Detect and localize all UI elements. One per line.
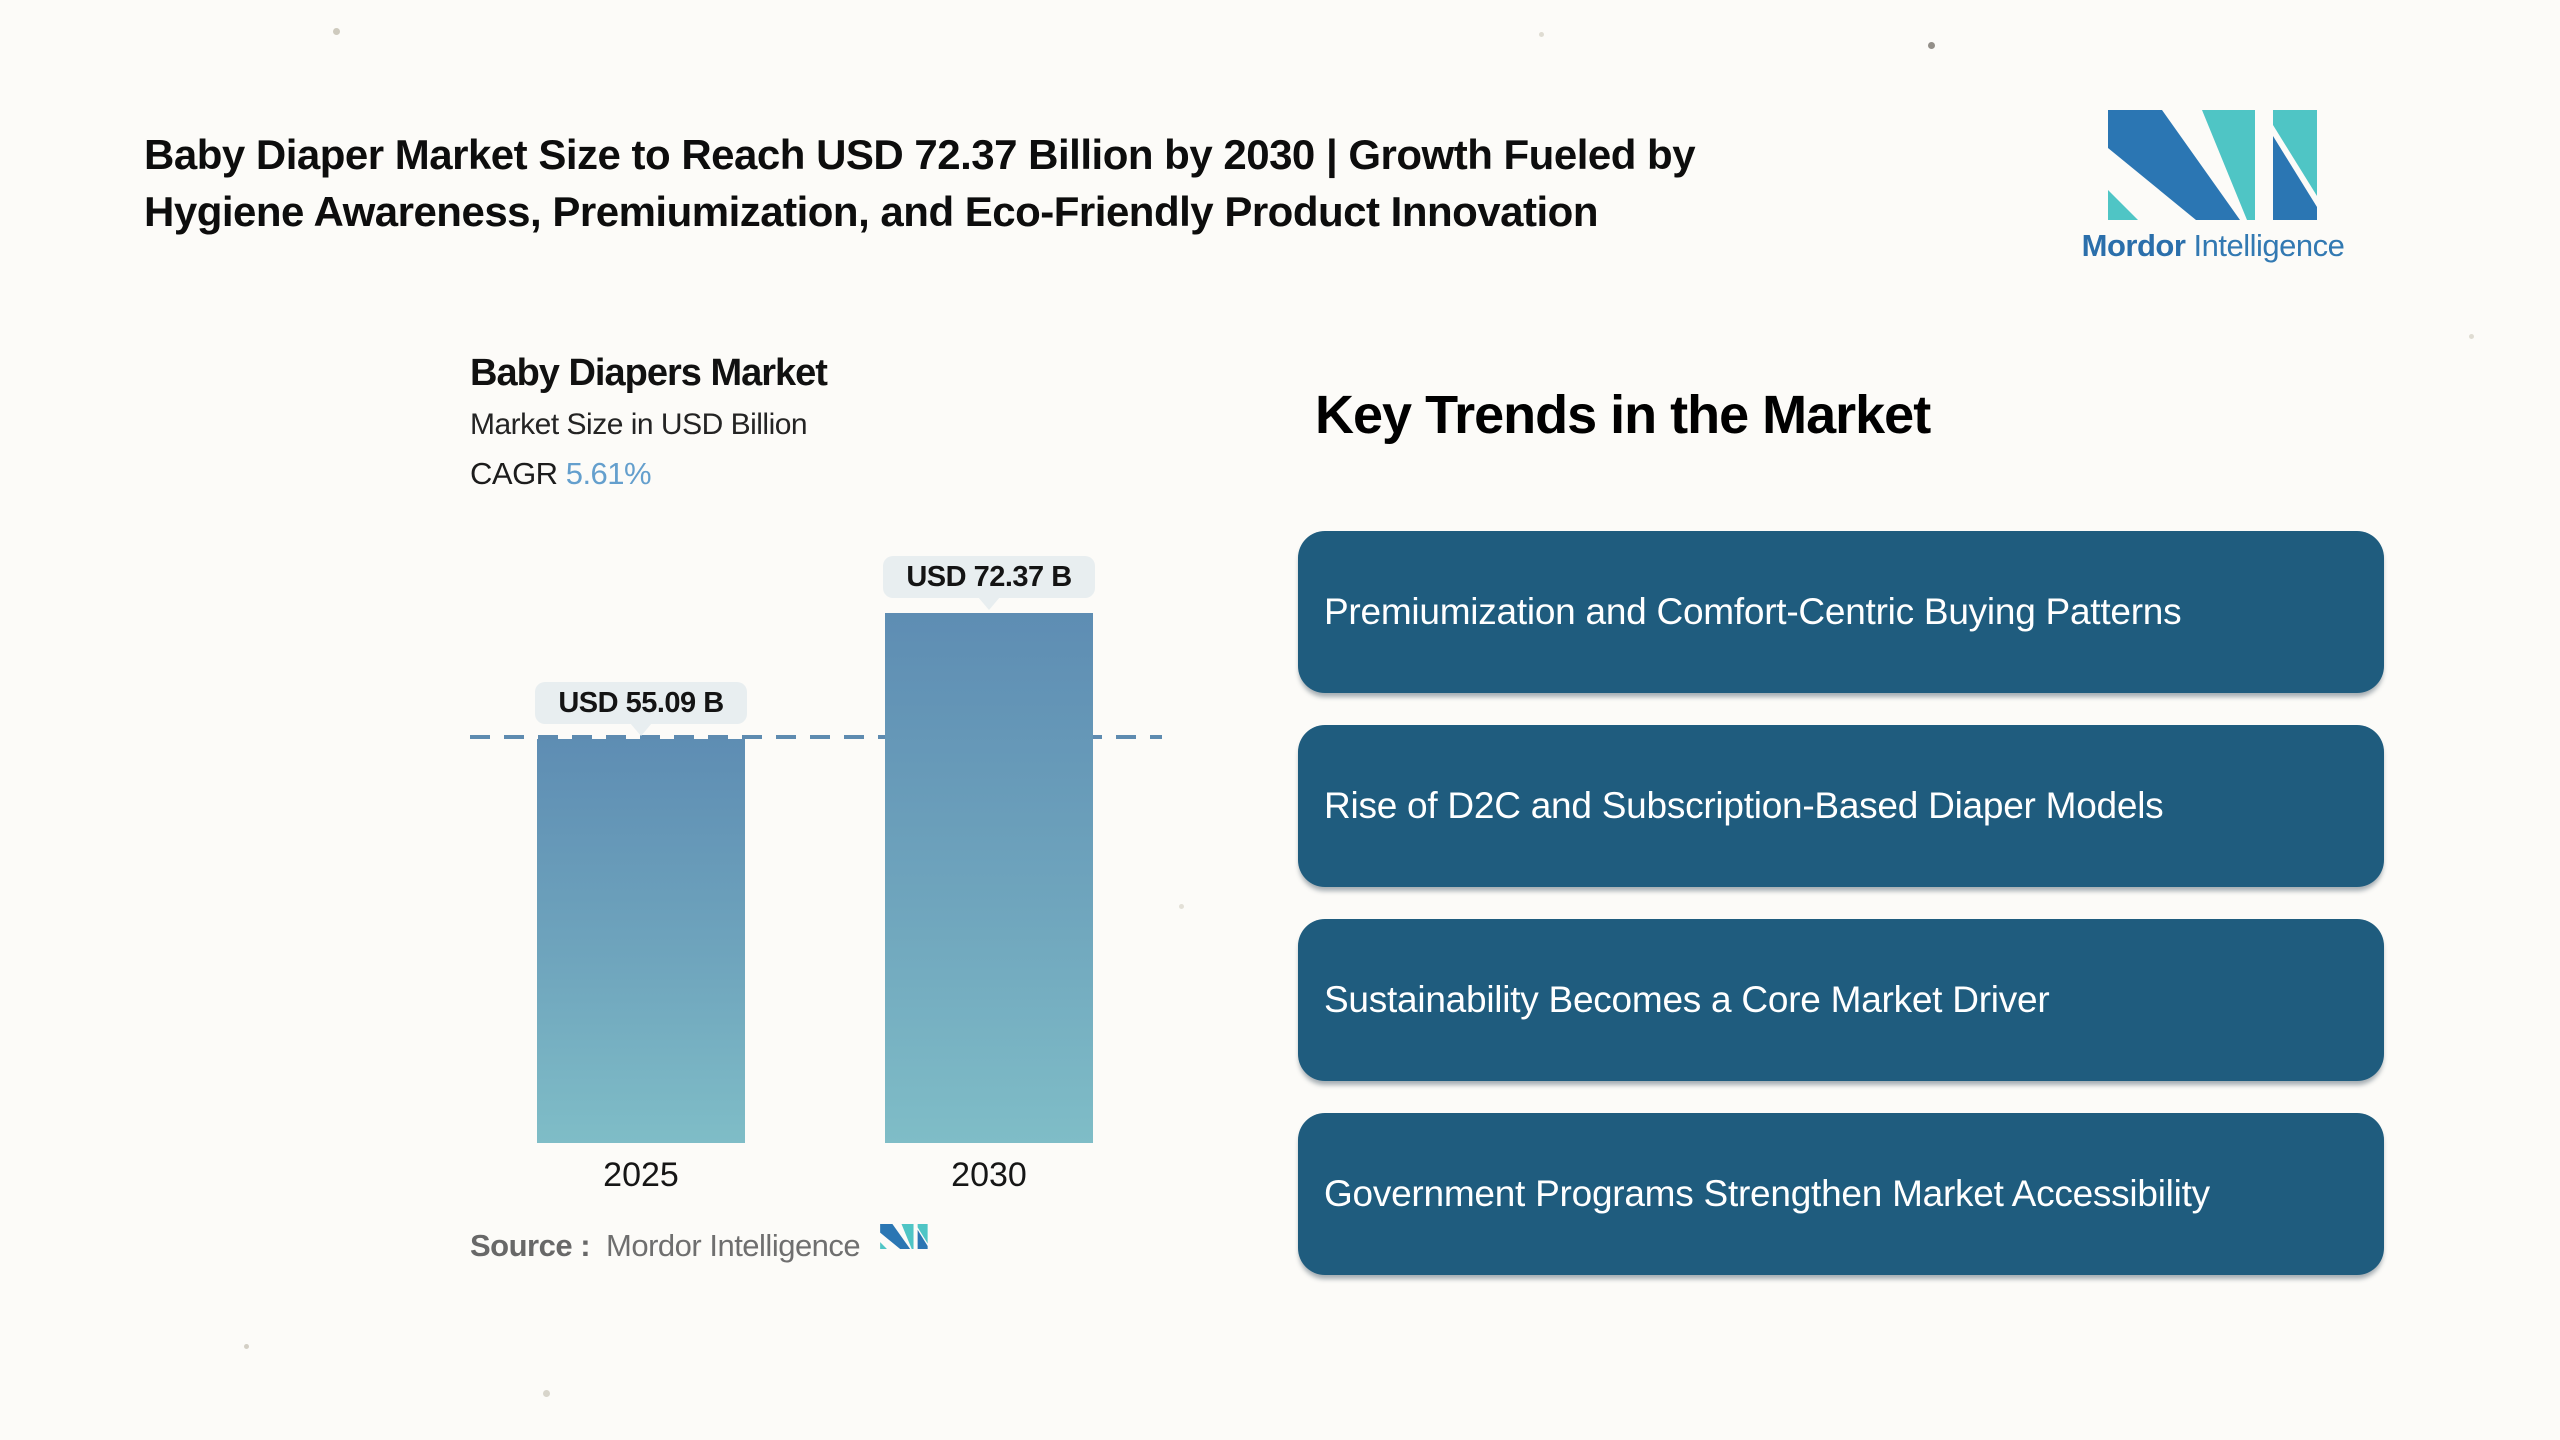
brand-logo: Mordor Intelligence [2078,110,2348,264]
chart-title: Baby Diapers Market [470,352,828,394]
page-title-line1: Baby Diaper Market Size to Reach USD 72.… [144,131,1696,178]
trend-card-premiumization: Premiumization and Comfort-Centric Buyin… [1298,531,2384,693]
chart-subtitle: Market Size in USD Billion [470,408,808,441]
brand-name: Mordor Intelligence [2078,228,2348,264]
page-title-line2: Hygiene Awareness, Premiumization, and E… [144,188,1598,235]
x-axis-label-2030: 2030 [951,1156,1027,1194]
value-label-2025: USD 55.09 B [535,682,747,724]
value-label-2025-text: USD 55.09 B [558,686,724,719]
trend-card-government-programs: Government Programs Strengthen Market Ac… [1298,1113,2384,1275]
value-label-2030: USD 72.37 B [883,556,1095,598]
value-label-2030-text: USD 72.37 B [906,560,1072,593]
noise-speckles [0,0,3,3]
mordor-logo-icon [2108,110,2317,220]
mordor-logo-small-icon [880,1224,928,1249]
source-value: Mordor Intelligence [606,1228,861,1263]
bar-2025 [537,739,745,1143]
trend-card-label: Rise of D2C and Subscription-Based Diape… [1324,785,2164,826]
trend-card-d2c-subscription: Rise of D2C and Subscription-Based Diape… [1298,725,2384,887]
trend-card-label: Government Programs Strengthen Market Ac… [1324,1173,2210,1214]
source-label: Source : [470,1228,591,1263]
trend-card-sustainability: Sustainability Becomes a Core Market Dri… [1298,919,2384,1081]
trend-card-label: Premiumization and Comfort-Centric Buyin… [1324,591,2182,632]
trend-card-label: Sustainability Becomes a Core Market Dri… [1324,979,2050,1020]
trends-heading: Key Trends in the Market [1315,385,1931,445]
brand-name-light: Intelligence [2193,228,2345,263]
cagr-label: CAGR [470,456,558,491]
cagr-value: 5.61% [565,456,652,491]
page-title: Baby Diaper Market Size to Reach USD 72.… [144,126,1696,240]
brand-name-bold: Mordor [2081,228,2186,263]
chart-cagr: CAGR 5.61% [470,456,652,492]
source-attribution: Source : Mordor Intelligence [470,1228,861,1264]
reference-dashed-line [470,735,1162,739]
x-axis-label-2025: 2025 [603,1156,679,1194]
bar-2030 [885,613,1093,1143]
